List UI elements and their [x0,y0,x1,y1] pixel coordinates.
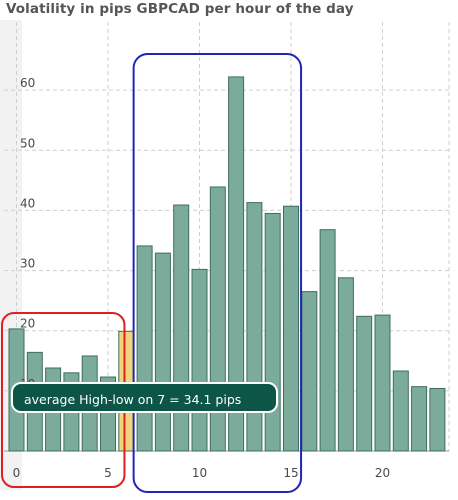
bar-hour-13[interactable] [246,202,263,452]
bar-hour-15[interactable] [283,205,299,452]
bar-tooltip: average High-low on 7 = 34.1 pips [11,382,278,413]
bar-hour-16[interactable] [301,291,318,452]
chart-title: Volatility in pips GBPCAD per hour of th… [6,1,354,17]
blue-highlight-box [132,53,303,493]
y-tick-label-50: 50 [20,136,35,150]
bar-hour-23[interactable] [429,387,446,452]
bar-hour-14[interactable] [264,212,281,452]
bar-hour-8[interactable] [154,252,171,452]
bar-hour-17[interactable] [319,229,336,452]
bar-hour-18[interactable] [337,277,354,452]
x-tick-label-20: 20 [375,466,390,480]
bar-hour-9[interactable] [173,204,190,452]
y-tick-label-30: 30 [20,257,35,271]
x-tick-label-0: 0 [13,466,21,480]
bar-hour-12[interactable] [228,76,245,452]
y-tick-labels: 102030405060 [20,76,35,391]
x-tick-label-10: 10 [192,466,207,480]
x-tick-labels: 0 5 10 15 20 [13,466,390,480]
y-tick-label-60: 60 [20,76,35,90]
tooltip-text: average High-low on 7 = 34.1 pips [24,392,241,407]
y-tick-label-20: 20 [20,317,35,331]
x-tick-label-5: 5 [104,466,112,480]
bar-hour-7[interactable] [136,245,153,452]
bar-hour-22[interactable] [411,386,428,452]
bar-hour-19[interactable] [356,315,373,452]
bar-hour-10[interactable] [191,268,208,452]
bar-hour-20[interactable] [374,314,391,452]
tooltip-background [11,382,278,413]
y-tick-label-40: 40 [20,196,35,210]
x-tick-label-15: 15 [283,466,298,480]
bar-hour-21[interactable] [392,370,409,452]
